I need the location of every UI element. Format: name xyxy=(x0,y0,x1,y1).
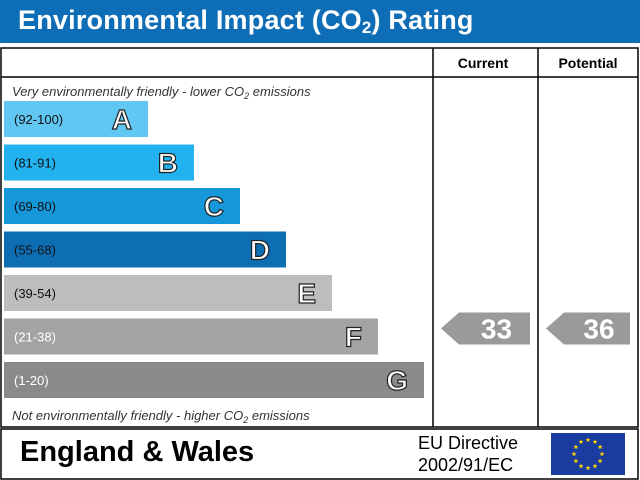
rating-arrows: 33 36 xyxy=(441,312,630,345)
eu-star xyxy=(592,439,598,444)
eu-directive-line2: 2002/91/EC xyxy=(418,455,514,475)
eu-star xyxy=(571,451,577,457)
band-range-c: (69-80) xyxy=(14,199,56,214)
eu-star xyxy=(592,463,598,469)
band-range-d: (55-68) xyxy=(14,243,56,258)
band-g: (1-20) G xyxy=(4,362,424,398)
bottom-note-text: Not environmentally friendly - higher CO xyxy=(12,408,243,423)
footer-region: England & Wales xyxy=(20,436,255,468)
band-letter-d: D xyxy=(250,235,270,266)
eu-star xyxy=(597,444,603,450)
column-header-current: Current xyxy=(458,55,509,71)
band-bar-g xyxy=(4,362,424,398)
band-bar-a xyxy=(4,101,148,137)
band-b: (81-91) B xyxy=(4,144,194,181)
top-note-tail: emissions xyxy=(249,84,311,99)
band-range-b: (81-91) xyxy=(14,156,56,171)
band-letter-c: C xyxy=(204,191,224,222)
band-d: (55-68) D xyxy=(4,231,286,268)
eu-directive-line1: EU Directive xyxy=(418,433,519,453)
band-range-g: (1-20) xyxy=(14,373,49,388)
band-letter-a: A xyxy=(112,104,132,135)
band-range-f: (21-38) xyxy=(14,330,56,345)
band-c: (69-80) C xyxy=(4,188,240,224)
current-rating-arrow-shape xyxy=(441,312,530,345)
top-note-subscript: 2 xyxy=(243,91,249,101)
potential-rating-arrow-value: 36 xyxy=(583,314,614,345)
current-rating-arrow: 33 xyxy=(441,312,530,345)
chart-title-suffix: ) Rating xyxy=(371,5,474,35)
rating-bands: (92-100) A (81-91) B (69-80) C (55-68) D (39-54)… xyxy=(4,101,424,398)
column-header-potential: Potential xyxy=(558,55,617,71)
eu-directive: EU Directive 2002/91/EC xyxy=(418,432,546,476)
footer: England & Wales EU Directive 2002/91/EC xyxy=(0,428,640,480)
eu-flag-icon xyxy=(551,433,625,475)
eu-star xyxy=(578,439,584,444)
bottom-note: Not environmentally friendly - higher CO… xyxy=(12,408,310,425)
footer-frame xyxy=(0,428,639,480)
potential-rating-arrow-shape xyxy=(546,312,630,345)
eu-star xyxy=(578,463,584,469)
band-letter-b: B xyxy=(158,148,178,179)
rating-chart-svg: Current Potential Very environmentally f… xyxy=(0,47,639,428)
top-note-text: Very environmentally friendly - lower CO xyxy=(12,84,244,99)
eu-star xyxy=(585,437,591,443)
eu-star xyxy=(573,458,579,464)
chart-title-main: Environmental Impact (CO xyxy=(18,5,362,35)
eu-stars xyxy=(571,437,605,471)
eu-star xyxy=(573,444,579,450)
eu-star xyxy=(599,451,605,457)
chart-title-subscript: 2 xyxy=(361,18,372,37)
title-bar: Environmental Impact (CO2) Rating xyxy=(0,0,640,43)
band-a: (92-100) A xyxy=(4,101,148,137)
band-f: (21-38) F xyxy=(4,318,378,355)
bottom-note-subscript: 2 xyxy=(242,415,248,425)
band-e: (39-54) E xyxy=(4,275,332,311)
chart-title: Environmental Impact (CO2) Rating xyxy=(18,5,474,38)
current-rating-arrow-value: 33 xyxy=(481,314,512,345)
band-bar-c xyxy=(4,188,240,224)
band-bar-b xyxy=(4,144,194,181)
band-letter-e: E xyxy=(297,278,316,309)
eu-star xyxy=(585,465,591,471)
footer-border xyxy=(0,428,639,480)
band-letter-f: F xyxy=(345,322,362,353)
band-bar-e xyxy=(4,275,332,311)
band-letter-g: G xyxy=(386,365,408,396)
band-bar-f xyxy=(4,318,378,355)
band-range-a: (92-100) xyxy=(14,112,63,127)
band-range-e: (39-54) xyxy=(14,286,56,301)
eu-star xyxy=(597,458,603,464)
bottom-note-tail: emissions xyxy=(248,408,310,423)
top-note: Very environmentally friendly - lower CO… xyxy=(12,84,311,101)
band-bar-d xyxy=(4,231,286,268)
potential-rating-arrow: 36 xyxy=(546,312,630,345)
